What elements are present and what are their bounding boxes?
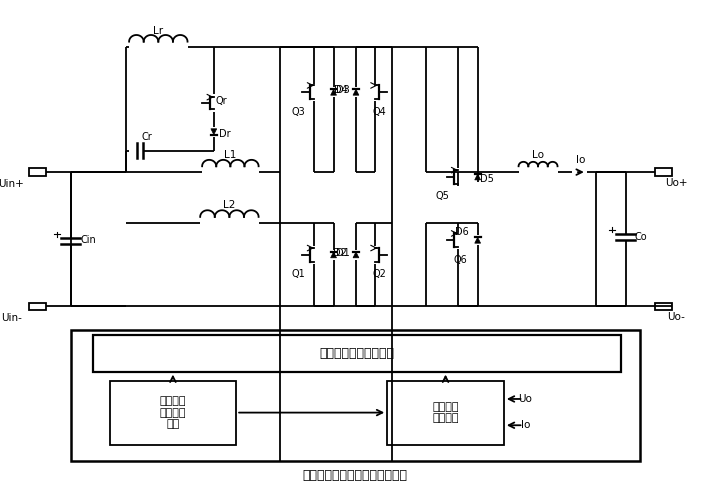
Text: Cr: Cr — [141, 132, 152, 142]
Bar — [655, 302, 672, 310]
Text: D3: D3 — [337, 86, 350, 96]
Text: 系统变量
采样模块: 系统变量 采样模块 — [432, 402, 459, 423]
Polygon shape — [475, 174, 481, 180]
Text: Uo-: Uo- — [667, 312, 685, 322]
Polygon shape — [353, 252, 359, 258]
Bar — [71, 330, 640, 462]
Bar — [387, 382, 504, 444]
Text: 电动汽车充电桩电路控制子系统: 电动汽车充电桩电路控制子系统 — [302, 470, 408, 482]
Text: Uo+: Uo+ — [665, 178, 688, 188]
Text: Uin-: Uin- — [1, 313, 22, 323]
Text: Q2: Q2 — [373, 270, 386, 280]
Text: Co: Co — [635, 232, 647, 242]
Polygon shape — [353, 90, 359, 95]
Text: D2: D2 — [333, 248, 347, 258]
Bar — [29, 302, 46, 310]
Text: 慢标分岔
谐振控制
模块: 慢标分岔 谐振控制 模块 — [160, 396, 186, 429]
Bar — [655, 168, 672, 176]
Polygon shape — [475, 238, 481, 243]
Text: Cin: Cin — [80, 236, 96, 246]
Text: Q6: Q6 — [453, 254, 467, 264]
Text: Lo: Lo — [532, 150, 544, 160]
Text: D6: D6 — [456, 228, 469, 237]
Text: D4: D4 — [333, 86, 347, 96]
Text: D5: D5 — [480, 174, 494, 184]
Text: L2: L2 — [223, 200, 236, 210]
Polygon shape — [211, 129, 217, 134]
Bar — [110, 382, 236, 444]
Text: Uo: Uo — [518, 394, 532, 404]
Text: Lr: Lr — [153, 26, 163, 36]
Text: Q3: Q3 — [292, 106, 305, 117]
Text: Io: Io — [576, 156, 586, 166]
Text: 交错同步开关逻辑控制: 交错同步开关逻辑控制 — [319, 346, 394, 360]
Text: Q5: Q5 — [436, 192, 449, 202]
Text: Q1: Q1 — [292, 270, 305, 280]
Text: Io: Io — [521, 420, 530, 430]
Text: D1: D1 — [337, 248, 350, 258]
Text: Q4: Q4 — [373, 106, 386, 117]
Text: L1: L1 — [224, 150, 236, 160]
Polygon shape — [330, 252, 337, 258]
Bar — [93, 334, 621, 372]
Text: Uin+: Uin+ — [0, 179, 24, 189]
Text: Qr: Qr — [216, 96, 227, 106]
Bar — [29, 168, 46, 176]
Text: Dr: Dr — [219, 128, 231, 138]
Polygon shape — [330, 90, 337, 95]
